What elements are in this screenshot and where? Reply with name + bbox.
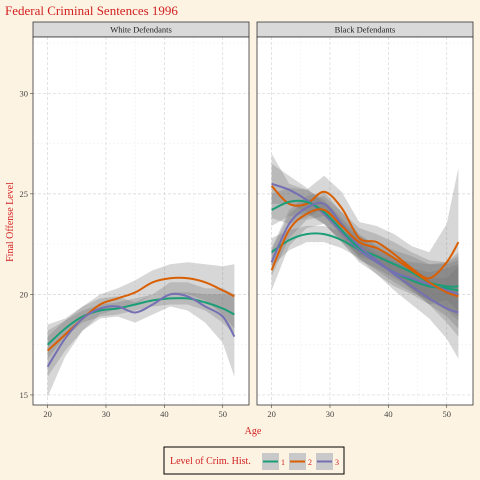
legend: Level of Crim. Hist. 1 2 3: [163, 446, 345, 475]
panel-1: White Defendants 20 30 40 50 15 20 25 30: [20, 21, 250, 419]
x-axis-title: Age: [245, 426, 262, 437]
series-line-2: [270, 185, 460, 280]
legend-entry-label: 1: [281, 458, 285, 467]
series-line-3: [271, 182, 459, 296]
panel-border: [32, 36, 250, 406]
legend-key-2: 2: [289, 453, 312, 470]
x-tick-label: 40: [384, 409, 393, 419]
legend-key-1: 1: [262, 453, 285, 470]
y-tick-label: 20: [20, 289, 29, 299]
y-tick-label: 15: [20, 390, 29, 400]
legend-entry-label: 3: [335, 458, 339, 467]
panel-strip-label: White Defendants: [110, 25, 172, 35]
x-tick-label: 20: [43, 409, 52, 419]
x-tick-label: 50: [442, 409, 451, 419]
panel-border: [256, 36, 474, 406]
legend-entry-label: 2: [308, 458, 312, 467]
panel-2: Black Defendants 20 30 40 50: [256, 21, 474, 419]
ci-ribbon-series-2: [47, 262, 235, 377]
panel-background: [257, 37, 473, 405]
ci-ribbon-series-2: [271, 195, 459, 337]
panel-background: [33, 37, 249, 405]
x-tick-label: 30: [326, 409, 335, 419]
x-tick-label: 40: [160, 409, 169, 419]
chart-title: Federal Criminal Sentences 1996: [5, 3, 178, 18]
legend-key-3: 3: [316, 453, 339, 470]
series-line-1: [46, 297, 235, 346]
panel-strip-label: Black Defendants: [335, 25, 396, 35]
y-tick-label: 30: [20, 88, 29, 98]
x-tick-label: 30: [102, 409, 111, 419]
x-tick-label: 20: [267, 409, 276, 419]
legend-title: Level of Crim. Hist.: [170, 456, 251, 467]
y-tick-label: 25: [20, 189, 29, 199]
legend-keys: 1 2 3: [262, 453, 339, 470]
x-tick-label: 50: [218, 409, 227, 419]
series-line-3: [46, 292, 236, 368]
y-axis-title: Final Offense Level: [5, 182, 16, 262]
series-line-3: [270, 201, 459, 314]
ci-ribbon-series-1: [271, 226, 459, 317]
legend-box: [163, 446, 345, 475]
series-line-2: [270, 208, 459, 298]
